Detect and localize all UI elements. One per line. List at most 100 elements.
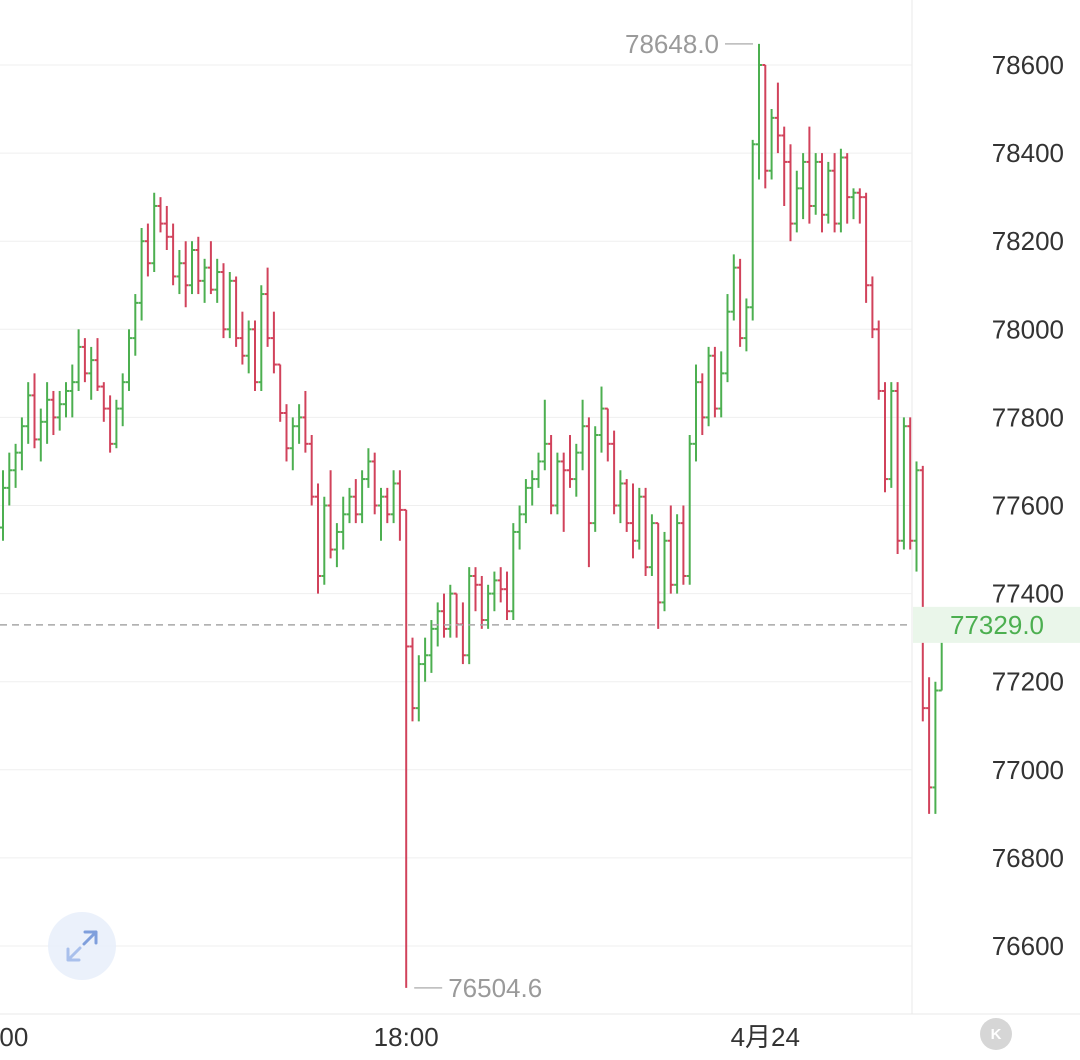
y-tick-label: 77200 [992, 667, 1064, 697]
x-tick-label: 18:00 [374, 1022, 439, 1052]
ohlc-bar [277, 363, 284, 422]
last-price-background [913, 606, 1080, 643]
ohlc-bar [340, 496, 347, 550]
ohlc-bar [485, 584, 492, 629]
ohlc-bar [409, 637, 416, 722]
ohlc-bar [0, 470, 6, 541]
ohlc-bar [245, 320, 252, 374]
ohlc-bar [384, 487, 391, 524]
ohlc-bar [302, 390, 309, 453]
ohlc-bar [6, 452, 13, 506]
ohlc-bar [535, 452, 542, 488]
ohlc-bar [894, 382, 901, 554]
y-tick-label: 78600 [992, 50, 1064, 80]
ohlc-bar [774, 82, 781, 154]
x-tick-label: 4月24 [731, 1022, 800, 1052]
ohlc-bar [749, 139, 756, 321]
ohlc-bar [195, 236, 202, 295]
y-tick-label: 78000 [992, 314, 1064, 344]
ohlc-bar [504, 571, 510, 621]
ohlc-bar [226, 272, 233, 339]
ohlc-bar [233, 276, 240, 347]
ohlc-bar [491, 571, 498, 612]
ohlc-bar [88, 346, 95, 400]
ohlc-bar [579, 399, 586, 471]
ohlc-bar [56, 390, 63, 431]
y-tick-label: 77400 [992, 579, 1064, 609]
ohlc-bar [856, 188, 863, 224]
low-price-label: 76504.6 [448, 973, 542, 1003]
ohlc-bar [806, 126, 813, 224]
ohlc-bar [907, 417, 914, 550]
ohlc-bar [522, 479, 529, 524]
ohlc-bar [737, 258, 744, 347]
ohlc-bar [497, 567, 504, 603]
ohlc-bar [100, 382, 107, 422]
ohlc-bar [642, 487, 649, 576]
ohlc-bar [466, 567, 473, 665]
ohlc-bar [831, 153, 838, 233]
ohlc-bar [819, 153, 825, 233]
ohlc-bar [541, 399, 548, 471]
ohlc-bar [718, 351, 725, 418]
ohlc-bar [239, 311, 246, 365]
ohlc-bar [214, 258, 221, 303]
ohlc-bar [138, 227, 145, 321]
expand-arrows-icon [66, 930, 98, 962]
ohlc-bar [648, 514, 655, 576]
y-tick-label: 77000 [992, 755, 1064, 785]
extreme-markers: 78648.0 76504.6 [0, 29, 912, 1003]
y-tick-label: 77800 [992, 402, 1064, 432]
x-axis: 2:00 18:00 4月24 [0, 1022, 800, 1052]
ohlc-bar [365, 448, 372, 488]
y-tick-label: 78200 [992, 226, 1064, 256]
ohlc-bar [724, 294, 731, 383]
k-chart-badge[interactable]: K [980, 1018, 1012, 1050]
ohlc-bar [667, 505, 674, 594]
ohlc-bar [693, 364, 699, 462]
ohlc-bar [932, 681, 939, 814]
ohlc-bar [888, 382, 895, 488]
ohlc-bar [787, 144, 794, 242]
ohlc-bar [321, 496, 328, 585]
ohlc-bar [875, 320, 882, 400]
ohlc-bar [686, 435, 693, 585]
expand-chart-button[interactable] [48, 912, 116, 980]
ohlc-bar [837, 148, 844, 233]
high-price-label: 78648.0 [625, 29, 719, 59]
ohlc-bar [913, 461, 920, 572]
ohlc-bar [151, 192, 158, 273]
ohlc-bar [699, 373, 706, 436]
ohlc-bar [333, 523, 340, 568]
ohlc-bar [560, 452, 567, 532]
ohlc-bar [510, 523, 517, 621]
y-tick-label: 76800 [992, 843, 1064, 873]
ohlc-bar [478, 575, 485, 629]
ohlc-bar [270, 311, 277, 374]
ohlc-bar [144, 223, 151, 277]
ohlc-bar [900, 417, 907, 550]
ohlc-bar [441, 593, 447, 638]
ohlc-bar [283, 404, 290, 462]
ohlc-bar [31, 373, 38, 449]
ohlc-bar [529, 470, 536, 506]
ohlc-bar [604, 407, 611, 462]
ohlc-bar [705, 346, 712, 427]
ohlc-bar [730, 254, 737, 321]
ohlc-bar [422, 637, 429, 682]
y-tick-label: 76600 [992, 931, 1064, 961]
ohlc-bar [157, 197, 164, 233]
ohlc-bar [37, 408, 44, 462]
ohlc-bar [611, 430, 618, 515]
ohlc-bar [94, 338, 101, 391]
ohlc-bar [453, 592, 460, 638]
ohlc-bar [598, 386, 605, 453]
ohlc-bar [81, 338, 88, 383]
ohlc-bar [63, 382, 69, 418]
ohlc-bar [573, 443, 580, 497]
ohlc-bar [756, 43, 762, 180]
ohlc-bar [371, 452, 378, 515]
ohlc-bar [308, 435, 315, 506]
ohlc-bar [768, 109, 775, 180]
